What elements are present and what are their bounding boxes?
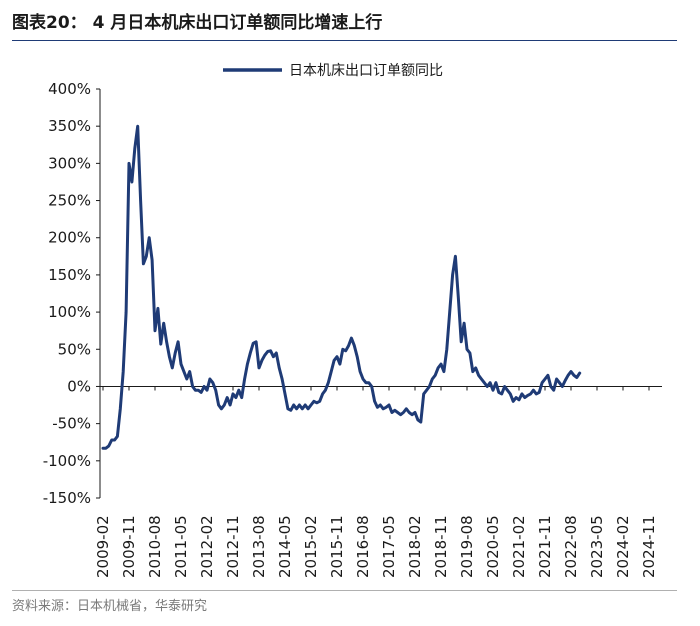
- x-tick-label: 2009-02: [94, 515, 112, 578]
- x-tick-label: 2014-05: [276, 515, 294, 578]
- y-tick-label: 150%: [48, 266, 91, 284]
- source-rule: [12, 590, 677, 591]
- x-tick-label: 2010-08: [146, 515, 164, 578]
- series-layer: [101, 124, 582, 450]
- legend: 日本机床出口订单额同比: [223, 63, 443, 79]
- x-tick-label: 2018-11: [432, 515, 450, 578]
- x-tick-label: 2015-02: [302, 515, 320, 578]
- x-tick-label: 2017-05: [380, 515, 398, 578]
- x-tick-label: 2018-02: [406, 515, 424, 578]
- x-tick-label: 2023-05: [588, 515, 606, 578]
- y-tick-label: 100%: [48, 303, 91, 321]
- y-tick-label: 200%: [48, 229, 91, 247]
- x-tick-label: 2022-08: [562, 515, 580, 578]
- y-tick-label: 300%: [48, 154, 91, 172]
- y-tick-label: -100%: [43, 452, 91, 470]
- x-tick-label: 2016-08: [354, 515, 372, 578]
- x-tick-label: 2024-11: [640, 515, 658, 578]
- legend-label: 日本机床出口订单额同比: [289, 63, 443, 79]
- title-rule: [12, 40, 677, 41]
- y-tick-label: -150%: [43, 489, 91, 507]
- y-tick-label: 50%: [58, 340, 91, 358]
- y-axis: 400% 350% 300% 250% 200% 150% 100% 50% 0% -50% -10…: [43, 80, 101, 507]
- x-tick-label: 2021-11: [536, 515, 554, 578]
- y-tick-label: -50%: [52, 415, 91, 433]
- x-tick-label: 2009-11: [120, 515, 138, 578]
- source-note: 资料来源：日本机械省，华泰研究: [12, 599, 208, 614]
- line-chart: 400% 350% 300% 250% 200% 150% 100% 50% 0% -50% -10…: [43, 63, 662, 578]
- x-tick-label: 2024-02: [614, 515, 632, 578]
- x-tick-label: 2020-05: [484, 515, 502, 578]
- y-tick-label: 0%: [67, 377, 91, 395]
- y-tick-label: 350%: [48, 117, 91, 135]
- x-tick-label: 2021-02: [510, 515, 528, 578]
- x-tick-label: 2019-08: [458, 515, 476, 578]
- x-tick-label: 2013-08: [250, 515, 268, 578]
- series-line: [101, 124, 582, 450]
- x-tick-label: 2012-02: [198, 515, 216, 578]
- figure-title: 图表20： 4 月日本机床出口订单额同比增速上行: [12, 13, 383, 33]
- x-tick-label: 2015-11: [328, 515, 346, 578]
- y-tick-label: 250%: [48, 192, 91, 210]
- y-tick-label: 400%: [48, 80, 91, 98]
- x-axis: 2009-02 2009-11 2010-08 2011-05 2012-02 2012-…: [94, 385, 662, 578]
- x-tick-label: 2011-05: [172, 515, 190, 578]
- x-tick-label: 2012-11: [224, 515, 242, 578]
